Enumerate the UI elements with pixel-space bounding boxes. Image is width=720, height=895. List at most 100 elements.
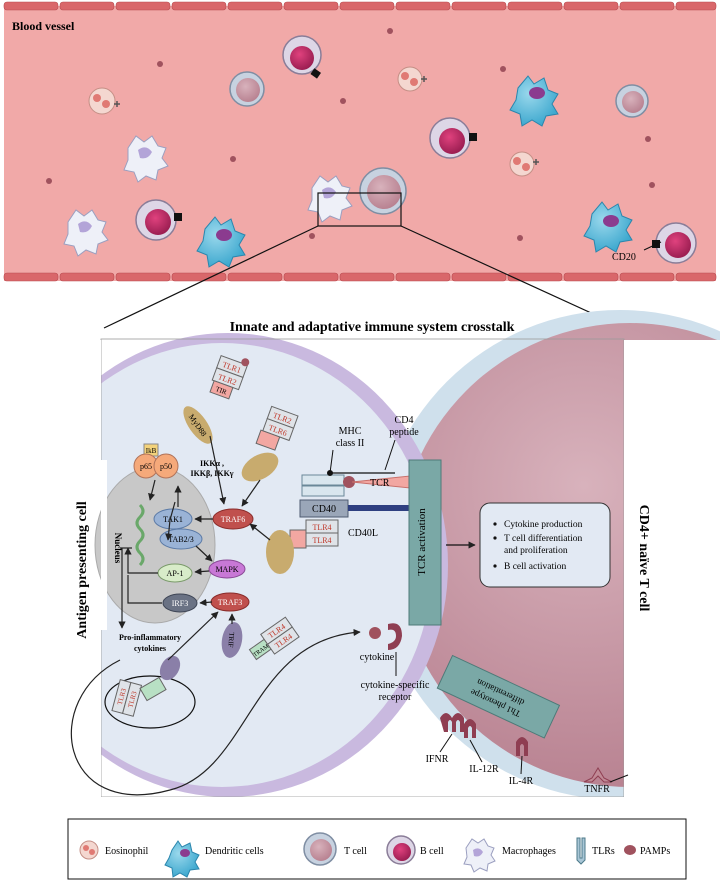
apc-label: Antigen presenting cell — [75, 501, 90, 639]
il4r-receptor — [516, 737, 528, 756]
tnfr-receptor — [583, 767, 613, 783]
mapk — [208, 559, 246, 579]
tlr2-tlr6-receptor: TLR2 TLR6 — [255, 405, 299, 451]
zoom-line-right — [400, 225, 625, 329]
vessel-wall-segment — [227, 1, 283, 11]
adaptor-tan — [241, 452, 279, 482]
nucleus-label: Nucleus — [113, 533, 123, 564]
trif — [221, 622, 243, 658]
vessel-wall-segment — [395, 272, 451, 282]
vessel-wall-segment — [171, 1, 227, 11]
tlr4b-label: TLR4 — [312, 536, 331, 545]
irf3-label: IRF3 — [172, 599, 188, 608]
ap1-label: AP-1 — [167, 569, 184, 578]
vessel-wall-top — [3, 1, 717, 11]
peptide — [343, 476, 355, 488]
trif-endosome — [159, 655, 181, 681]
outcome-1: Cytokine production — [504, 520, 583, 530]
tlr4-receptor-synapse: TLR4 TLR4 — [289, 519, 339, 549]
outcome-3: and proliferation — [504, 545, 568, 556]
legend-eosinophil: Eosinophil — [79, 840, 149, 860]
vessel-wall-segment — [171, 272, 227, 282]
tnfr-label: TNFR — [584, 784, 610, 795]
vessel-wall-segment — [563, 272, 619, 282]
mhc-label-2: class II — [336, 438, 365, 449]
endosome — [104, 675, 196, 729]
il12r-label: IL-12R — [469, 764, 499, 775]
cytokine-secretion-arrow — [70, 628, 361, 796]
legend-dendritic: Dendritic cells — [164, 840, 264, 878]
t-cell — [615, 84, 649, 118]
adaptor-tan-2 — [266, 530, 294, 574]
tir-label: TIR — [214, 385, 228, 396]
outcome-4: B cell activation — [504, 562, 567, 572]
cytokine-specific-receptor — [388, 623, 402, 650]
outcomes-box — [479, 502, 611, 588]
cd40-label: CD40 — [312, 504, 336, 515]
myd88-adaptor: MyD88 — [183, 406, 213, 444]
vessel-title: Blood vessel — [12, 19, 75, 33]
mhc-label-1: MHC — [339, 426, 362, 437]
legend-tcell: T cell — [303, 832, 367, 866]
vessel-wall-bottom — [3, 272, 717, 282]
crosstalk-title: Innate and adaptative immune system cros… — [230, 320, 515, 335]
cytokine — [369, 627, 381, 639]
blood-vessel-panel: Blood vessel — [3, 1, 717, 282]
b-cell — [652, 222, 697, 264]
vessel-wall-segment — [59, 1, 115, 11]
legend-tlrs-label: TLRs — [592, 846, 615, 857]
il4r-label: IL-4R — [509, 776, 534, 787]
p50-label: p50 — [160, 462, 172, 471]
dendritic-cell — [583, 201, 633, 253]
irf3 — [162, 593, 198, 613]
nuclear-arrows — [118, 547, 162, 629]
traf6-label: TRAF6 — [221, 515, 245, 524]
tlr1-tlr2-receptor: TLR1 TLR2 TIR — [209, 354, 250, 400]
tram-endosome — [139, 676, 167, 702]
legend-tcell-label: T cell — [344, 846, 367, 857]
dendritic-cell — [509, 75, 559, 127]
vessel-wall-segment — [227, 272, 283, 282]
eosinophil — [397, 66, 427, 92]
ikb-label: IkB — [146, 447, 157, 455]
vessel-wall-segment — [59, 272, 115, 282]
vessel-wall-segment — [507, 272, 563, 282]
tab23-label: TAB2/3 — [168, 535, 194, 544]
vessel-wall-segment — [283, 1, 339, 11]
legend-eosinophil-label: Eosinophil — [105, 846, 149, 857]
dendritic-cell — [196, 216, 246, 268]
legend-pamps: PAMPs — [624, 845, 670, 857]
b-cell — [429, 117, 477, 159]
zoom-line-left — [103, 225, 319, 329]
mapk-label: MAPK — [215, 565, 238, 574]
tcr-activation-label: TCR activation — [416, 508, 428, 576]
receptor-label-1: cytokine-specific — [361, 680, 430, 691]
receptor-label-2: receptor — [379, 692, 412, 703]
traf3-label: TRAF3 — [218, 598, 242, 607]
trif-label: TRIF — [226, 632, 235, 648]
nfkb-complex: IkB p65 p50 — [133, 443, 179, 479]
legend-pamps-label: PAMPs — [640, 846, 670, 857]
eosinophil — [509, 151, 539, 177]
legend-dendritic-label: Dendritic cells — [205, 846, 264, 857]
legend-macrophage: Macrophages — [463, 838, 556, 873]
cd40l — [348, 505, 410, 511]
tlr3-receptor: TLR3 TLR3 — [111, 679, 143, 717]
macrophage — [63, 209, 109, 257]
crosstalk-panel: Nucleus Antigen presenting cell CD4+ naï… — [0, 310, 720, 817]
tcell-label: CD4+ naïve T cell — [636, 505, 651, 612]
vessel-wall-segment — [619, 1, 675, 11]
proinflammatory-label-2: cytokines — [134, 644, 166, 653]
vessel-wall-segment — [451, 1, 507, 11]
macrophage — [123, 135, 169, 183]
il12r-receptor — [464, 719, 476, 738]
cd4-label: CD4 — [395, 415, 414, 426]
cd20-pointer — [643, 241, 662, 251]
mhc-class-ii-b — [301, 485, 345, 497]
tlr4a-label: TLR4 — [312, 523, 331, 532]
eosinophil — [88, 87, 120, 115]
vessel-wall-segment — [675, 1, 717, 11]
mhc-class-ii — [301, 474, 345, 486]
cd4-pointer — [384, 439, 396, 471]
